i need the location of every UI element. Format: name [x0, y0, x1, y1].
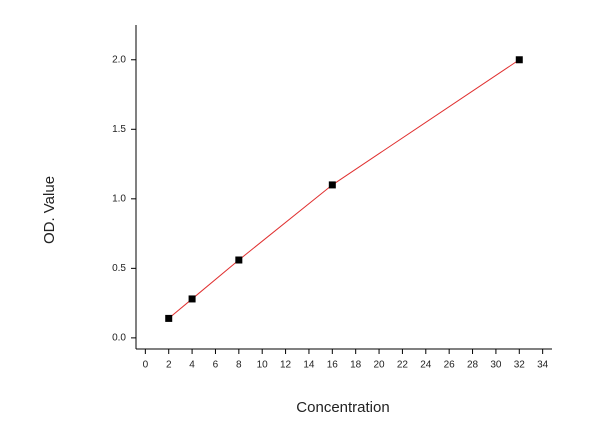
fit-line [168, 59, 520, 319]
y-tick-label: 1.5 [112, 124, 126, 135]
x-tick-label: 32 [514, 360, 526, 371]
x-tick-label: 8 [236, 360, 242, 371]
y-tick-label: 0.5 [112, 263, 126, 274]
data-point [165, 314, 173, 322]
x-tick-label: 30 [490, 360, 502, 371]
x-tick-label: 6 [213, 360, 219, 371]
x-tick-label: 22 [397, 360, 409, 371]
y-axis-title: OD. Value [41, 176, 58, 244]
x-tick-label: 10 [257, 360, 269, 371]
x-tick-label: 4 [189, 360, 195, 371]
x-tick-label: 2 [166, 360, 172, 371]
y-tick-label: 1.0 [112, 193, 126, 204]
x-tick-label: 0 [143, 360, 149, 371]
x-tick-label: 18 [350, 360, 362, 371]
x-tick-label: 14 [303, 360, 315, 371]
x-tick-label: 24 [420, 360, 432, 371]
x-tick-label: 12 [280, 360, 292, 371]
y-tick-label: 2.0 [112, 54, 126, 65]
data-point [235, 256, 243, 264]
x-tick-label: 20 [373, 360, 385, 371]
x-tick-label: 26 [444, 360, 456, 371]
x-tick-label: 16 [327, 360, 339, 371]
x-tick-label: 34 [537, 360, 549, 371]
data-point [328, 181, 336, 189]
x-axis-title: Concentration [296, 399, 389, 416]
x-tick-label: 28 [467, 360, 479, 371]
data-point [188, 295, 196, 303]
data-point [515, 56, 523, 64]
y-tick-label: 0.0 [112, 333, 126, 344]
